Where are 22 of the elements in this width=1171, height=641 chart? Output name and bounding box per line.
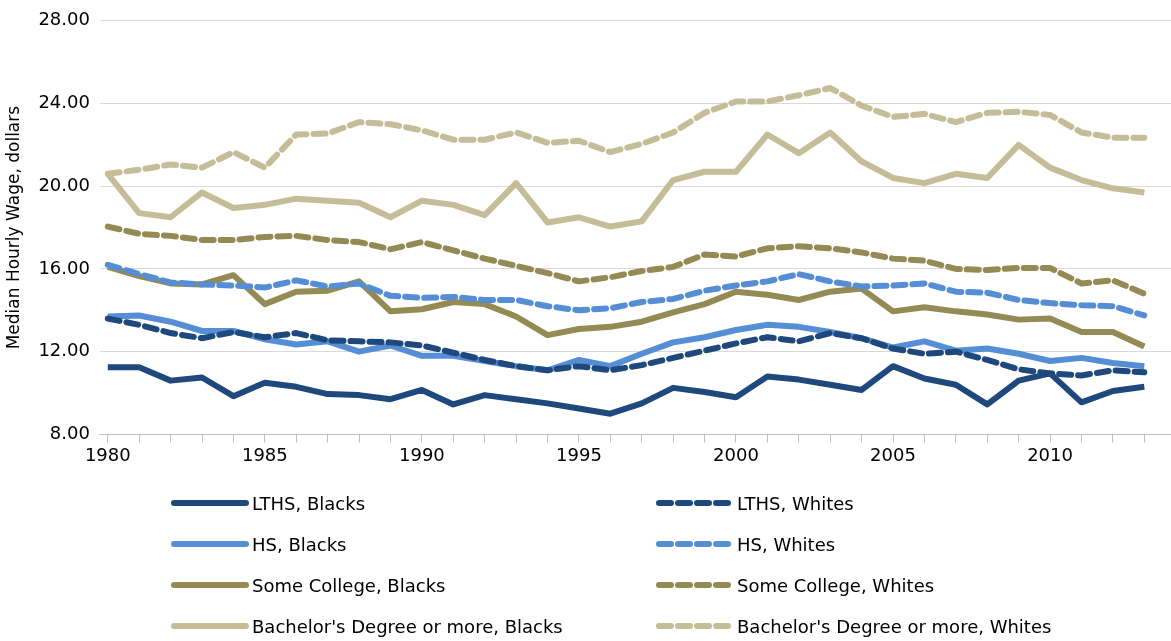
y-tick-label: 8.00 (49, 422, 90, 444)
y-tick-label: 24.00 (38, 91, 90, 113)
x-tick-label: 1990 (398, 443, 445, 465)
legend-label: HS, Whites (737, 533, 836, 555)
x-tick-label: 2005 (870, 443, 916, 465)
legend-label: Bachelor's Degree or more, Whites (737, 615, 1052, 637)
x-tick-label: 1980 (84, 443, 131, 465)
y-tick-label: 16.00 (38, 256, 90, 278)
x-tick-label: 2010 (1027, 443, 1073, 465)
y-tick-label: 20.00 (38, 173, 90, 195)
legend-label: LTHS, Whites (737, 492, 854, 514)
y-axis-title: Median Hourly Wage, dollars (2, 105, 23, 350)
x-tick-label: 2000 (713, 443, 759, 465)
legend-label: LTHS, Blacks (252, 492, 366, 514)
legend-label: Bachelor's Degree or more, Blacks (252, 615, 563, 637)
x-tick-label: 1995 (556, 443, 602, 465)
x-tick-label: 1985 (241, 443, 288, 465)
legend-label: Some College, Whites (737, 574, 935, 596)
y-tick-label: 28.00 (38, 8, 90, 30)
y-tick-label: 12.00 (38, 339, 90, 361)
legend-label: HS, Blacks (252, 533, 347, 555)
legend-label: Some College, Blacks (252, 574, 446, 596)
